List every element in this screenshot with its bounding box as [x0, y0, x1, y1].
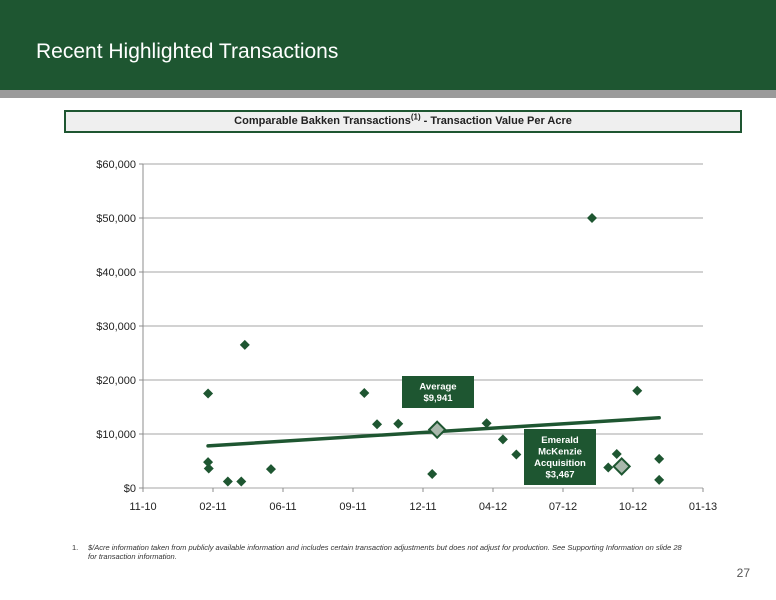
- footnote-number: 1.: [72, 543, 79, 552]
- chart-title-footnote-ref: (1): [410, 112, 421, 122]
- data-point: [654, 474, 665, 485]
- x-tick-label: 12-11: [409, 501, 436, 513]
- header-divider: [0, 90, 776, 98]
- y-tick-label: $50,000: [96, 213, 136, 225]
- callout-label: $3,467: [545, 470, 574, 481]
- data-point: [203, 463, 214, 474]
- data-point: [203, 457, 214, 468]
- chart-title-box: Comparable Bakken Transactions(1) - Tran…: [64, 110, 742, 133]
- data-point: [632, 385, 643, 396]
- callout-label: $9,941: [423, 393, 453, 404]
- average-callout: [402, 376, 474, 408]
- data-point: [239, 339, 250, 350]
- page-number: 27: [736, 566, 750, 580]
- highlight-point: [427, 420, 447, 440]
- footnote: 1. $/Acre information taken from publicl…: [72, 543, 682, 561]
- data-point: [393, 418, 404, 429]
- data-point: [586, 213, 597, 223]
- x-tick-label: 04-12: [479, 501, 507, 513]
- x-tick-label: 01-13: [689, 501, 717, 513]
- data-point: [654, 453, 665, 464]
- callout-label: Acquisition: [534, 458, 586, 469]
- data-point: [372, 419, 383, 430]
- data-point: [511, 449, 522, 460]
- footnote-text: $/Acre information taken from publicly a…: [88, 543, 682, 561]
- data-point: [222, 476, 233, 487]
- y-tick-label: $10,000: [96, 429, 136, 441]
- x-tick-label: 09-11: [339, 501, 366, 513]
- chart-title: Comparable Bakken Transactions: [234, 115, 411, 127]
- x-tick-label: 11-10: [129, 501, 156, 513]
- y-tick-label: $0: [124, 483, 136, 495]
- data-point: [603, 462, 614, 473]
- emerald-mckenzie-callout: [524, 429, 596, 485]
- chart-title-suffix: - Transaction Value Per Acre: [420, 115, 572, 127]
- data-point: [481, 418, 492, 429]
- y-tick-label: $30,000: [96, 321, 136, 333]
- x-tick-label: 06-11: [269, 501, 296, 513]
- data-point: [203, 388, 214, 399]
- x-tick-label: 07-12: [549, 501, 577, 513]
- data-point: [236, 476, 247, 487]
- x-tick-label: 10-12: [619, 501, 647, 513]
- page-title: Recent Highlighted Transactions: [36, 40, 339, 63]
- callout-label: McKenzie: [538, 447, 582, 458]
- data-point: [427, 468, 438, 479]
- y-tick-label: $60,000: [96, 159, 136, 171]
- y-tick-label: $40,000: [96, 267, 136, 279]
- data-point: [497, 434, 508, 445]
- data-point: [359, 387, 370, 398]
- data-point: [265, 464, 276, 475]
- highlight-point: [612, 456, 632, 476]
- data-point: [611, 448, 622, 459]
- header-bar: Recent Highlighted Transactions: [0, 0, 776, 90]
- x-tick-label: 02-11: [199, 501, 226, 513]
- callout-label: Emerald: [541, 435, 579, 446]
- callout-label: Average: [419, 382, 456, 393]
- y-tick-label: $20,000: [96, 375, 136, 387]
